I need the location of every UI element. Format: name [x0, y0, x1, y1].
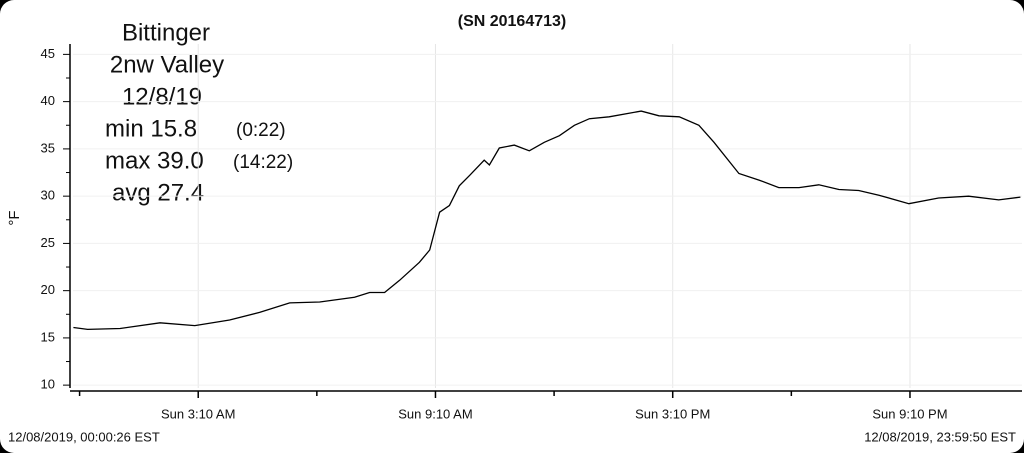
start-label: 12/08/2019, 00:00:26 EST: [8, 429, 160, 444]
x-tick-label: Sun 3:10 AM: [161, 406, 235, 421]
data-line: [73, 110, 1021, 331]
y-tick-label: 30: [41, 188, 55, 203]
x-tick-label: Sun 9:10 PM: [872, 406, 947, 421]
annotation: min 15.8: [105, 115, 197, 142]
annotation: 12/8/19: [122, 83, 202, 110]
chart-title: (SN 20164713): [458, 13, 567, 30]
y-tick-label: 45: [41, 46, 55, 61]
annotation: max 39.0: [105, 147, 204, 174]
x-tick-label: Sun 3:10 PM: [635, 406, 710, 421]
annotation: (14:22): [233, 152, 293, 173]
annotation: avg 27.4: [112, 179, 204, 206]
x-tick-label: Sun 9:10 AM: [398, 406, 472, 421]
y-axis-label: °F: [6, 210, 23, 225]
y-tick-label: 15: [41, 329, 55, 344]
y-tick-label: 40: [41, 93, 55, 108]
y-tick-label: 25: [41, 235, 55, 250]
annotation: 2nw Valley: [110, 51, 224, 78]
annotation: Bittinger: [122, 19, 210, 46]
annotation: (0:22): [236, 120, 286, 141]
end-label: 12/08/2019, 23:59:50 EST: [864, 429, 1016, 444]
y-tick-label: 35: [41, 140, 55, 155]
y-tick-label: 10: [41, 377, 55, 392]
y-tick-label: 20: [41, 282, 55, 297]
